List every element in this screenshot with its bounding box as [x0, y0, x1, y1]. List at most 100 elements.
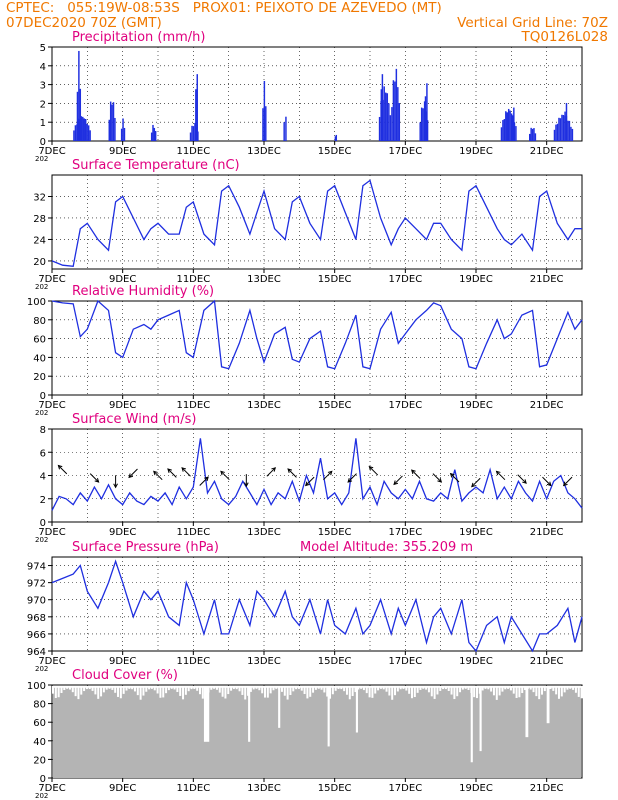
cloud-gap [287, 686, 289, 700]
rh-ytick-label: 100 [27, 297, 46, 308]
cloud-gap [60, 686, 62, 693]
cloud-gap [97, 686, 99, 699]
cloud-gap [377, 686, 379, 690]
cloud-gap [165, 686, 167, 693]
precip-bar [394, 82, 395, 141]
cloud-gap [408, 686, 410, 694]
cloud-gap [476, 686, 478, 698]
cloud-gap [52, 686, 54, 694]
cloud-gap [171, 686, 173, 689]
precip-year-label: 202 [35, 155, 48, 163]
cloud-gap [428, 686, 430, 692]
precip-bar [529, 134, 530, 141]
cloud-gap [366, 686, 368, 693]
cloud-gap [258, 686, 260, 690]
cloud-gap [352, 686, 354, 696]
cloud-gap [414, 686, 416, 697]
precip-bar [152, 125, 153, 141]
precip-bar [111, 105, 112, 141]
precip-bar [566, 103, 567, 141]
cloud-gap [312, 686, 314, 693]
precip-bar [422, 108, 423, 141]
cloud-gap [309, 686, 311, 697]
precip-bar [530, 128, 531, 141]
precip-bar [561, 115, 562, 141]
cloud-gap [55, 686, 57, 698]
wind-arrow [58, 465, 66, 473]
cloud-xtick-label: 19DEC [459, 783, 493, 794]
cloud-gap [346, 686, 348, 695]
pressure-xtick-label: 11DEC [176, 656, 210, 667]
cloud-gap [561, 686, 563, 696]
temp-ytick-label: 28 [33, 214, 46, 225]
cloud-gap [233, 686, 235, 689]
cloud-gap [213, 686, 215, 689]
cloud-gap [578, 686, 580, 697]
cloud-gap [380, 686, 382, 689]
cloud-xtick-label: 17DEC [388, 783, 422, 794]
wind-arrow [394, 476, 402, 484]
precip-bar [555, 125, 556, 141]
cloud-gap [386, 686, 388, 692]
rh-xtick-label: 15DEC [318, 400, 352, 411]
precip-bar [567, 121, 568, 141]
precip-xtick-label: 17DEC [388, 146, 422, 157]
cloud-gap [80, 686, 82, 695]
cloud-gap [191, 686, 193, 689]
cloud-gap [439, 686, 441, 691]
cloud-gap [174, 686, 176, 689]
pressure-subtitle: Model Altitude: 355.209 m [300, 540, 473, 555]
cloud-gap [295, 686, 297, 689]
precip-ytick-label: 2 [40, 99, 46, 110]
cloud-ytick-label: 40 [33, 737, 46, 748]
cloud-gap [86, 686, 88, 689]
precip-bar [155, 131, 156, 141]
cloud-gap [202, 686, 204, 699]
temp-ytick-label: 20 [33, 257, 46, 268]
cloud-gap [383, 686, 385, 689]
precip-bar [86, 124, 87, 141]
cloud-gap [459, 686, 461, 692]
cloud-gap [436, 686, 438, 694]
rh-ytick-label: 20 [33, 372, 46, 383]
cloud-gap [117, 686, 119, 697]
cloud-gap [131, 686, 133, 689]
precip-bar [191, 126, 192, 141]
cloud-gap [267, 686, 269, 698]
precip-bar [572, 129, 573, 141]
cloud-gap [448, 686, 450, 691]
precip-bar [390, 115, 391, 141]
cloud-gap [134, 686, 136, 691]
cloud-gap [120, 686, 122, 698]
cloud-gap [484, 686, 486, 689]
cloud-gap [417, 686, 419, 693]
cloud-gap [106, 686, 108, 690]
cloud-dip [204, 686, 209, 742]
cloud-gap [391, 686, 393, 700]
cloud-gap [445, 686, 447, 689]
cloud-xtick-label: 15DEC [318, 783, 352, 794]
precip-bar [511, 115, 512, 141]
cloud-gap [281, 686, 283, 692]
precip-bar [151, 133, 152, 141]
pressure-year-label: 202 [35, 665, 48, 673]
cloud-gap [465, 686, 467, 689]
precip-xtick-label: 19DEC [459, 146, 493, 157]
precip-bar [88, 125, 89, 141]
precip-bar [73, 130, 74, 141]
cloud-gap [516, 686, 518, 698]
precip-bar [505, 111, 506, 141]
precip-bar [262, 108, 263, 141]
wind-arrow [129, 469, 137, 477]
cloud-gap [292, 686, 294, 691]
cloud-gap [487, 686, 489, 689]
pressure-xtick-label: 17DEC [388, 656, 422, 667]
precip-xtick-label: 21DEC [530, 146, 564, 157]
cloud-gap [111, 686, 113, 690]
cloud-gap [301, 686, 303, 691]
cloud-gap [148, 686, 150, 689]
cloud-gap [77, 686, 79, 699]
cloud-gap [510, 686, 512, 690]
cloud-gap [453, 686, 455, 699]
cloud-gap [244, 686, 246, 699]
